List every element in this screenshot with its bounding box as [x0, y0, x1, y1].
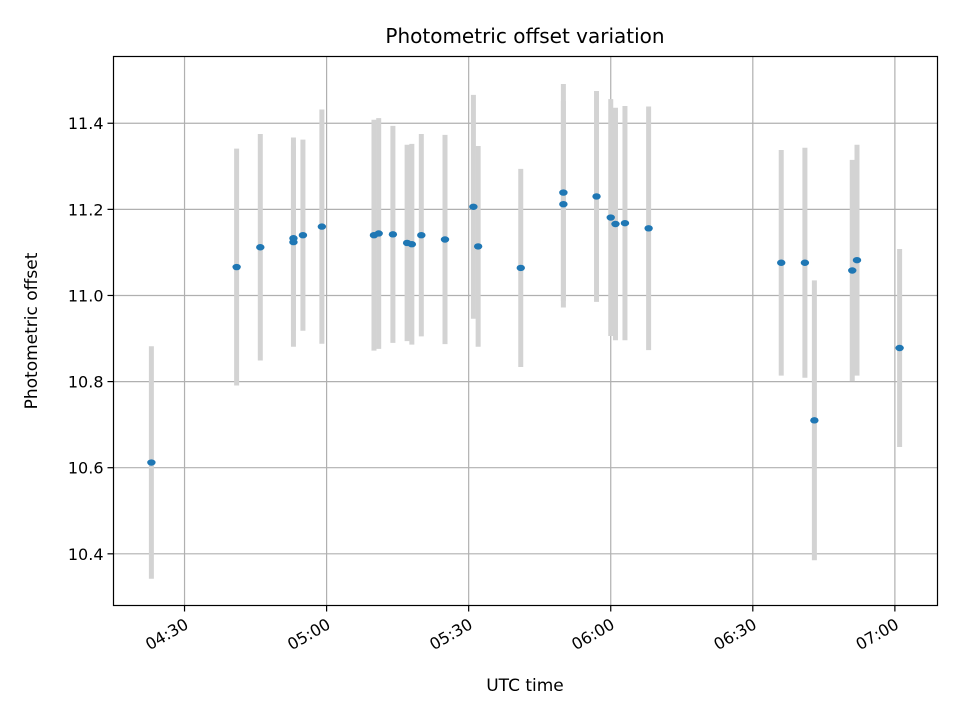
data-point [852, 256, 862, 264]
data-point [606, 214, 615, 221]
data-point [895, 344, 904, 352]
data-point [289, 238, 298, 246]
data-point [777, 259, 786, 266]
x-tick-label: 06:30 [710, 615, 759, 655]
data-point [559, 200, 568, 208]
data-point [611, 220, 620, 228]
y-axis-ticks: 10.4 10.6 10.8 11.0 11.2 11.4 [68, 114, 114, 564]
x-tick-label: 04:30 [142, 615, 191, 655]
data-point [620, 219, 630, 227]
error-bars [148, 84, 903, 579]
data-point [407, 241, 417, 248]
chart-title: Photometric offset variation [385, 24, 664, 48]
data-point [440, 236, 450, 243]
data-point [147, 459, 156, 466]
y-tick-label: 10.8 [68, 373, 104, 392]
data-point [810, 417, 819, 424]
data-point [256, 244, 265, 251]
x-tick-label: 06:00 [568, 615, 617, 655]
y-tick-label: 10.4 [68, 545, 104, 564]
x-tick-label: 05:00 [284, 615, 333, 655]
x-axis-label: UTC time [486, 676, 564, 696]
plot-area-frame [112, 55, 939, 607]
x-tick-label: 07:00 [852, 615, 901, 655]
data-point [298, 231, 308, 239]
data-point [417, 231, 426, 239]
data-point [800, 259, 810, 266]
data-point [232, 263, 241, 271]
data-point [559, 189, 568, 196]
y-tick-label: 10.6 [68, 459, 104, 478]
grid-lines [113, 56, 938, 606]
data-point [516, 264, 525, 272]
data-point [848, 267, 857, 274]
data-point [374, 230, 383, 237]
data-point [317, 223, 327, 230]
y-tick-label: 11.2 [68, 200, 104, 219]
data-point [592, 193, 601, 200]
x-axis-ticks: 04:30 05:00 05:30 06:00 06:30 07:00 [142, 605, 902, 655]
y-axis-label: Photometric offset [22, 252, 42, 409]
data-point [469, 203, 478, 210]
data-point [473, 243, 483, 250]
data-point [388, 231, 398, 238]
y-tick-label: 11.0 [68, 286, 104, 305]
x-tick-label: 05:30 [426, 615, 475, 655]
data-points [147, 189, 904, 466]
data-point [644, 225, 653, 232]
y-tick-label: 11.4 [68, 114, 104, 133]
